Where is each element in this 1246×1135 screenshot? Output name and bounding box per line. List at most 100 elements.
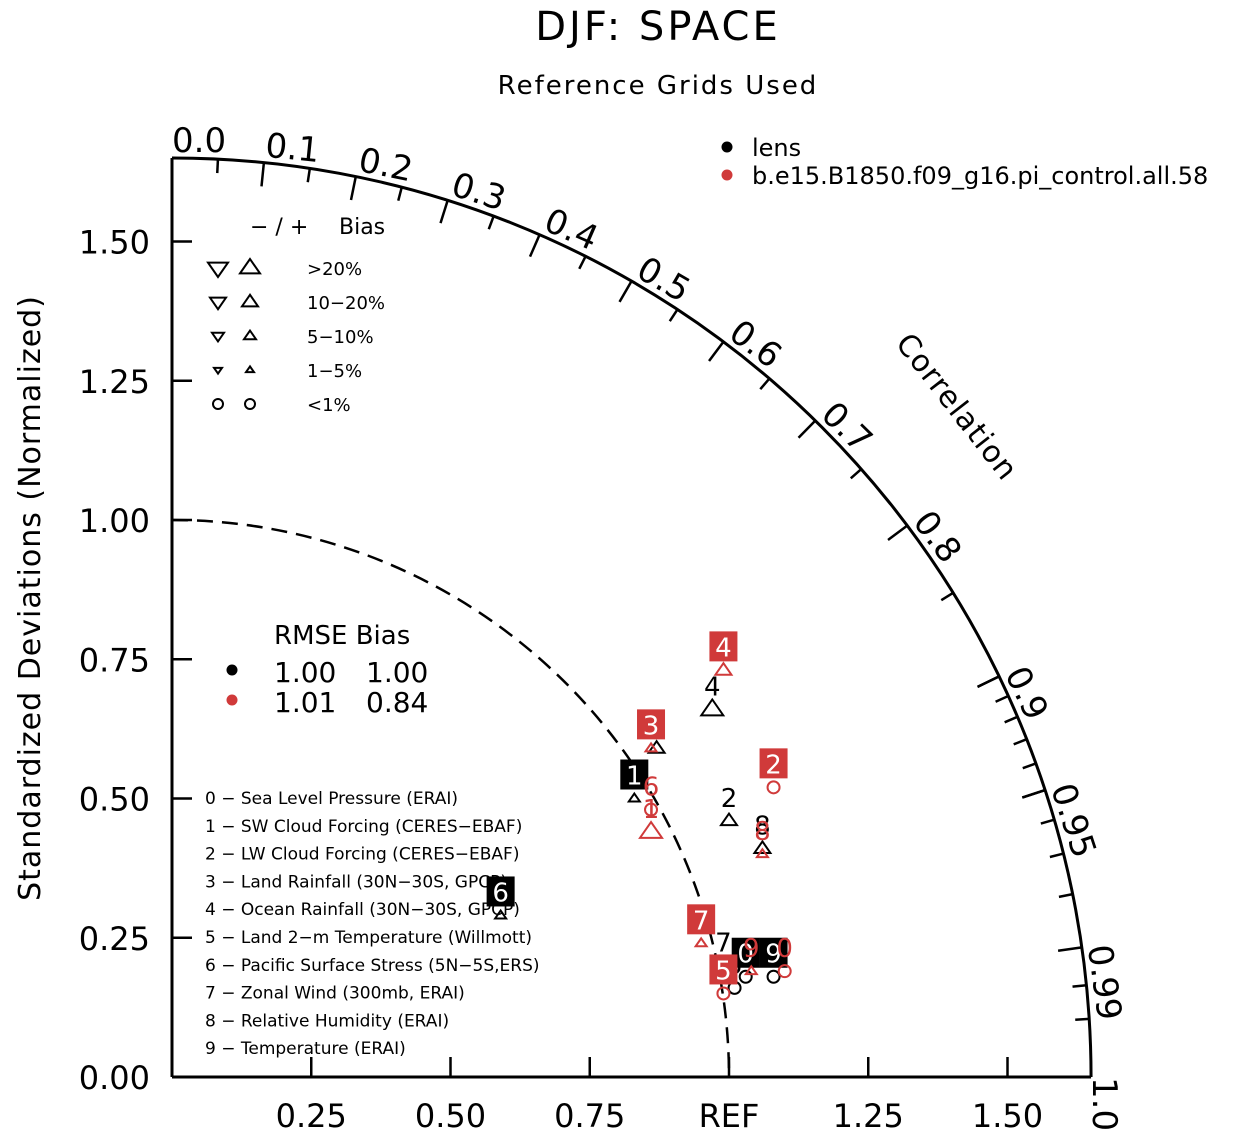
point-control-2: 2 xyxy=(759,748,788,795)
correlation-tick xyxy=(1040,818,1055,825)
correlation-tick xyxy=(618,280,633,303)
y-tick-label: 1.50 xyxy=(79,224,150,262)
marker-triangle xyxy=(752,839,773,854)
label-box xyxy=(759,937,788,968)
correlation-tick xyxy=(1072,983,1087,988)
correlation-tick-label: 0.1 xyxy=(264,126,322,171)
point-label: 6 xyxy=(643,773,660,803)
bias-legend-circle-minus xyxy=(212,398,224,410)
point-control-3: 3 xyxy=(637,709,666,753)
correlation-tick xyxy=(759,377,771,391)
label-box xyxy=(637,709,666,740)
point-control-6: 6 xyxy=(643,773,660,817)
bias-legend-sign-header: − / + xyxy=(250,215,308,240)
correlation-tick-label: 0.6 xyxy=(722,312,789,376)
point-control-4: 4 xyxy=(709,631,738,676)
variable-list-item: 7 − Zonal Wind (300mb, ERAI) xyxy=(205,984,465,1004)
point-control-5: 5 xyxy=(709,954,738,1001)
bias-legend-down-triangle xyxy=(210,331,226,344)
y-tick-label: 0.00 xyxy=(79,1059,150,1097)
correlation-tick xyxy=(977,675,1000,688)
correlation-tick-label: 0.2 xyxy=(355,140,416,190)
correlation-tick xyxy=(1075,1017,1090,1022)
marker-triangle xyxy=(719,811,739,827)
point-lens-8: 8 xyxy=(752,812,773,854)
bias-legend-label: <1% xyxy=(307,395,351,416)
correlation-tick xyxy=(1022,762,1037,770)
bias-legend-label: 10−20% xyxy=(307,293,385,314)
point-label: 7 xyxy=(715,929,732,959)
correlation-tick xyxy=(1057,946,1083,952)
marker-triangle xyxy=(638,820,664,839)
correlation-tick-label: 0.9 xyxy=(996,660,1056,726)
correlation-tick xyxy=(1058,892,1073,899)
point-lens-1: 1 xyxy=(620,759,649,803)
point-label: 9 xyxy=(765,940,782,970)
point-label: 9 xyxy=(743,934,760,964)
correlation-tick xyxy=(439,199,449,224)
variable-list-item: 4 − Ocean Rainfall (30N−30S, GPCP) xyxy=(205,900,520,920)
variable-list-item: 9 − Temperature (ERAI) xyxy=(205,1039,406,1059)
label-box xyxy=(709,631,738,662)
rmse-legend-dot xyxy=(226,694,238,706)
correlation-tick xyxy=(578,255,587,270)
correlation-tick-label: 0.5 xyxy=(630,249,697,311)
marker-triangle xyxy=(493,908,509,920)
bias-legend-label: 1−5% xyxy=(307,361,362,382)
correlation-tick xyxy=(1004,715,1019,724)
correlation-tick-label: 0.7 xyxy=(813,394,880,460)
y-tick-label: 1.00 xyxy=(79,502,150,540)
marker-triangle xyxy=(626,791,642,803)
bias-legend-circle-plus xyxy=(244,398,256,410)
correlation-tick xyxy=(397,186,403,202)
point-control-9: 9 xyxy=(743,934,760,976)
correlation-tick-label: 0.3 xyxy=(447,165,511,219)
point-label: 3 xyxy=(643,711,660,741)
x-tick-label: REF xyxy=(699,1097,760,1135)
correlation-tick xyxy=(528,234,541,258)
correlation-tick-label: 0.4 xyxy=(538,201,604,259)
outer-arc xyxy=(171,156,1093,1078)
marker-circle xyxy=(766,780,781,795)
correlation-tick xyxy=(668,308,679,322)
point-control-1: 1 xyxy=(638,795,664,839)
rmse-legend: RMSE Bias 1.00 1.001.01 0.84 xyxy=(226,621,428,719)
point-control-8: 8 xyxy=(754,817,771,859)
correlation-tick xyxy=(216,159,220,174)
point-label: 0 xyxy=(737,940,754,970)
correlation-tick-label: 1.0 xyxy=(1084,1077,1124,1131)
point-control-0: 0 xyxy=(776,934,793,979)
rmse-value: 1.00 xyxy=(274,656,336,689)
reference-arc xyxy=(171,518,731,1078)
point-label: 1 xyxy=(643,795,660,825)
point-label: 8 xyxy=(754,812,771,842)
correlation-tick xyxy=(260,162,266,187)
variable-list: 0 − Sea Level Pressure (ERAI) 1 − SW Clou… xyxy=(205,789,540,1059)
y-tick-label: 0.50 xyxy=(79,781,150,819)
marker-circle xyxy=(777,964,792,979)
bias-legend-up-triangle xyxy=(240,293,260,308)
label-box xyxy=(620,759,649,790)
point-lens-9: 9 xyxy=(759,937,788,984)
bias-legend-down-triangle xyxy=(212,366,224,376)
series-legend-label: b.e15.B1850.f09_g16.pi_control.all.58 xyxy=(752,162,1208,190)
correlation-tick xyxy=(940,591,954,602)
bias-legend: − / + Bias >20% 10−20% 5−10% 1−5% <1% xyxy=(206,215,385,416)
correlation-tick xyxy=(708,341,725,362)
series-legend: lensb.e15.B1850.f09_g16.pi_control.all.5… xyxy=(721,134,1208,190)
axes-group: 0.000.250.500.751.001.251.500.25 0.50 0.75… xyxy=(79,121,1129,1135)
marker-triangle xyxy=(699,697,726,717)
correlation-tick xyxy=(849,468,863,480)
variable-list-item: 3 − Land Rainfall (30N−30S, GPCP) xyxy=(205,872,507,892)
bias-legend-down-triangle xyxy=(206,261,230,279)
rmse-value: 1.01 xyxy=(274,686,336,719)
bias-legend-up-triangle xyxy=(242,328,258,341)
bias-legend-label: >20% xyxy=(307,259,362,280)
point-control-7: 7 xyxy=(687,904,716,948)
correlation-tick xyxy=(1013,738,1028,746)
point-lens-2: 2 xyxy=(719,784,739,827)
variable-list-item: 6 − Pacific Surface Stress (5N−5S,ERS) xyxy=(205,956,540,976)
variable-list-item: 1 − SW Cloud Forcing (CERES−EBAF) xyxy=(205,817,522,837)
point-label: 5 xyxy=(715,956,732,986)
